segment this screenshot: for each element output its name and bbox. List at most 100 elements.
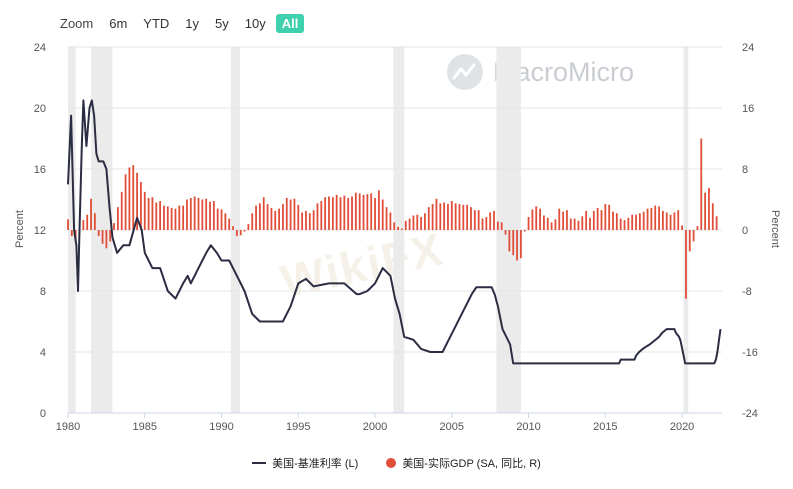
gdp-bar xyxy=(404,220,407,230)
left-tick-label: 4 xyxy=(40,347,46,359)
gdp-bar xyxy=(527,217,530,230)
right-tick-label: 0 xyxy=(742,225,748,237)
legend-item-gdp[interactable]: 美国-实际GDP (SA, 同比, R) xyxy=(386,455,541,471)
legend-label-prime-rate: 美国-基准利率 (L) xyxy=(272,458,359,470)
zoom-6m-button[interactable]: 6m xyxy=(109,15,128,31)
gdp-bar xyxy=(439,203,442,230)
gdp-bar xyxy=(539,208,541,230)
zoom-all-button[interactable]: All xyxy=(275,13,305,33)
gdp-bar xyxy=(193,196,196,230)
gdp-bar xyxy=(128,167,131,230)
gdp-bar xyxy=(339,197,342,230)
gdp-bar xyxy=(305,210,307,230)
gdp-bar xyxy=(496,221,499,230)
x-tick-label: 1995 xyxy=(286,421,310,433)
x-tick-label: 2020 xyxy=(670,421,694,433)
gdp-bar xyxy=(197,197,200,230)
gdp-bar xyxy=(205,198,208,230)
right-tick-label: -16 xyxy=(742,347,758,359)
gdp-bar xyxy=(619,218,622,230)
gdp-bar xyxy=(692,230,695,242)
gdp-bar xyxy=(101,230,104,244)
gdp-bar xyxy=(408,218,411,230)
gdp-bar xyxy=(696,226,699,230)
gdp-bar xyxy=(581,216,584,230)
gdp-bar xyxy=(147,197,150,230)
gdp-bar xyxy=(293,198,296,230)
zoom-ytd-button[interactable]: YTD xyxy=(143,15,170,31)
gdp-bar xyxy=(424,213,426,230)
gdp-bar xyxy=(715,216,718,230)
prime-rate-series-line xyxy=(67,99,722,365)
gdp-bar xyxy=(477,210,480,230)
gdp-bar xyxy=(681,225,683,230)
zoom-label: Zoom xyxy=(60,15,94,31)
x-tick-label: 1985 xyxy=(133,421,157,433)
gdp-bar xyxy=(658,206,660,230)
gdp-bar xyxy=(266,204,269,230)
gdp-bar xyxy=(473,210,476,230)
gdp-bar xyxy=(458,204,461,230)
gdp-bar xyxy=(677,210,680,230)
gdp-bar xyxy=(220,209,223,230)
gdp-bar xyxy=(646,208,649,230)
gdp-bar xyxy=(700,138,703,230)
gdp-bar xyxy=(589,217,591,230)
gdp-bar xyxy=(232,226,234,230)
gdp-bar xyxy=(519,230,522,259)
gdp-bar xyxy=(335,194,338,230)
gdp-bar xyxy=(274,210,277,230)
gdp-bar xyxy=(435,198,438,230)
gdp-bar xyxy=(447,204,449,230)
gdp-bar xyxy=(116,207,119,230)
gdp-bar xyxy=(255,205,257,230)
right-tick-label: -8 xyxy=(742,286,752,298)
zoom-10y-button[interactable]: 10y xyxy=(244,15,266,31)
gdp-bar xyxy=(673,212,676,230)
legend-item-prime-rate[interactable]: 美国-基准利率 (L) xyxy=(252,455,358,471)
zoom-5y-button[interactable]: 5y xyxy=(215,15,229,31)
gdp-bar xyxy=(186,199,188,230)
gdp-bar xyxy=(354,192,357,230)
gdp-bar xyxy=(566,210,568,230)
x-tick-label: 2010 xyxy=(516,421,540,433)
gdp-bar xyxy=(470,207,472,230)
gdp-bar xyxy=(90,198,92,230)
gdp-bar xyxy=(431,204,434,230)
zoom-bar: Zoom 6m YTD 1y 5y 10y All xyxy=(60,12,305,34)
gdp-bar xyxy=(351,196,353,230)
gdp-bar xyxy=(228,218,231,230)
right-tick-label: 8 xyxy=(742,164,748,176)
gdp-bar xyxy=(661,210,664,230)
gdp-bar xyxy=(331,197,334,230)
gdp-bar xyxy=(182,205,185,230)
x-tick-label: 2005 xyxy=(440,421,464,433)
zoom-1y-button[interactable]: 1y xyxy=(185,15,200,31)
gdp-bar xyxy=(550,222,553,230)
gdp-bar xyxy=(592,210,595,230)
legend-dot-swatch xyxy=(386,458,397,468)
gdp-bar xyxy=(166,206,169,230)
gdp-bar xyxy=(462,204,465,230)
gdp-bar xyxy=(393,222,396,230)
gdp-bar xyxy=(67,219,69,230)
gdp-bar xyxy=(493,210,495,230)
gdp-bar xyxy=(688,230,691,252)
gdp-bar xyxy=(163,205,165,230)
gdp-bars xyxy=(67,138,718,299)
gdp-bar xyxy=(243,230,246,232)
gdp-bar xyxy=(316,203,319,230)
gdp-bar xyxy=(685,230,687,299)
gdp-bar xyxy=(401,228,403,230)
gdp-bar xyxy=(608,204,611,230)
gdp-bar xyxy=(209,201,211,230)
legend-line-swatch xyxy=(252,462,267,464)
left-tick-label: 24 xyxy=(34,42,46,54)
gdp-bar xyxy=(140,181,142,230)
gdp-bar xyxy=(285,197,288,230)
gdp-bar xyxy=(654,205,657,230)
gdp-bar xyxy=(389,212,392,230)
gdp-bar xyxy=(523,230,526,232)
x-tick-label: 2000 xyxy=(363,421,387,433)
gdp-bar xyxy=(159,201,162,230)
